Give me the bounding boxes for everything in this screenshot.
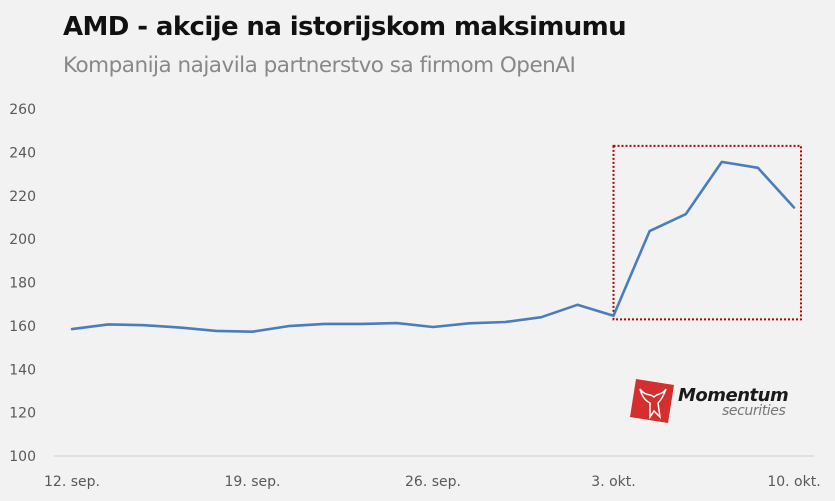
y-tick-label: 140: [9, 362, 36, 378]
chart-subtitle: Kompanija najavila partnerstvo sa firmom…: [63, 53, 576, 78]
logo-sub: securities: [722, 403, 786, 419]
y-tick-label: 240: [9, 145, 36, 161]
x-tick-label: 12. sep.: [44, 474, 100, 490]
y-tick-label: 120: [9, 406, 36, 422]
x-tick-label: 19. sep.: [225, 474, 281, 490]
x-tick-label: 26. sep.: [405, 474, 461, 490]
bull-icon: [630, 379, 674, 423]
x-tick-label: 3. okt.: [591, 474, 635, 490]
y-axis: 100 120 140 160 180 200 220 240 260: [9, 102, 36, 465]
y-tick-label: 220: [9, 189, 36, 205]
y-tick-label: 100: [9, 449, 36, 465]
y-tick-label: 200: [9, 232, 36, 248]
y-tick-label: 180: [9, 276, 36, 292]
x-tick-label: 10. okt.: [767, 474, 820, 490]
highlight-box: [612, 144, 802, 321]
chart-title: AMD - akcije na istorijskom maksimumu: [63, 12, 627, 42]
price-line: [70, 160, 796, 334]
momentum-logo: Momentum securities: [630, 377, 830, 427]
y-tick-label: 160: [9, 319, 36, 335]
x-axis: 12. sep. 19. sep. 26. sep. 3. okt. 10. okt.: [44, 474, 821, 490]
logo-brand: Momentum: [678, 385, 789, 406]
y-tick-label: 260: [9, 102, 36, 118]
